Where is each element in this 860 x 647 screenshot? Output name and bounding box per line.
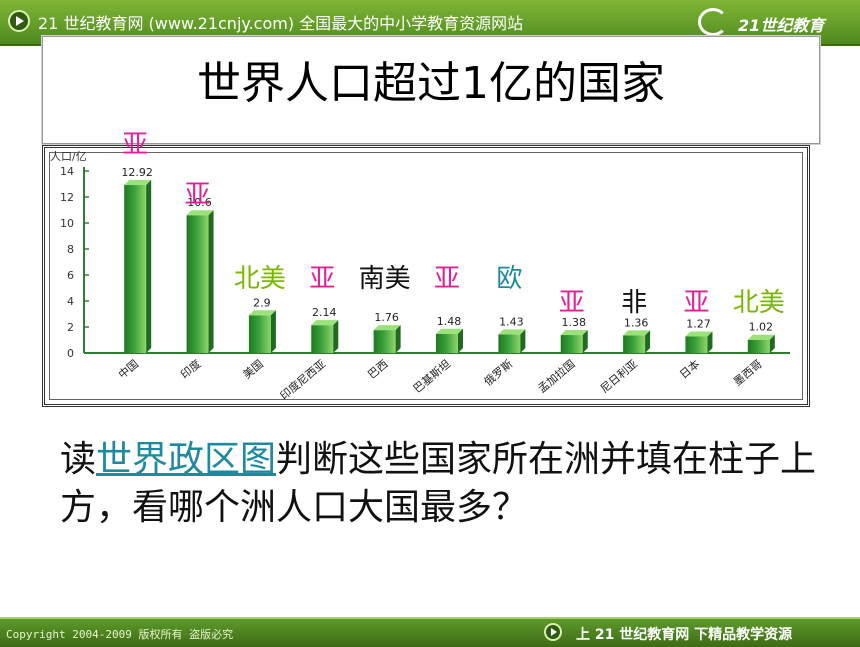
y-tick-label: 6 xyxy=(67,269,74,282)
bar-value-label: 1.36 xyxy=(624,316,649,329)
bar-side xyxy=(707,331,713,353)
bar-value-label: 1.38 xyxy=(561,316,586,329)
y-tick-label: 8 xyxy=(67,243,74,256)
bar-top xyxy=(373,325,401,331)
bar xyxy=(124,185,147,353)
y-tick-label: 14 xyxy=(60,165,74,178)
x-category-label: 印度尼西亚 xyxy=(277,357,328,403)
x-category-label: 巴西 xyxy=(365,357,390,381)
x-category-label: 墨西哥 xyxy=(731,357,765,388)
bar-top xyxy=(685,331,713,337)
x-category-label: 日本 xyxy=(677,357,703,382)
bar-value-label: 12.92 xyxy=(121,166,153,179)
bar-value-label: 1.27 xyxy=(686,317,711,330)
bar xyxy=(373,330,396,353)
chart-frame xyxy=(42,145,810,407)
title-box: 世界人口超过1亿的国家 xyxy=(42,36,820,144)
bar-top xyxy=(124,180,152,186)
continent-annotation: 亚 xyxy=(434,264,461,294)
logo-swirl-icon xyxy=(698,8,728,36)
bar-value-label: 1.76 xyxy=(374,311,399,324)
bar-value-label: 10.6 xyxy=(187,196,212,209)
question-text: 读世界政区图判断这些国家所在洲并填在柱子上方，看哪个洲人口大国最多？ xyxy=(60,436,820,532)
continent-annotation: 亚 xyxy=(184,180,211,210)
footer-slogan[interactable]: 上 21 世纪教育网 下精品教学资源 xyxy=(576,627,793,643)
x-category-label: 中国 xyxy=(116,357,141,381)
x-category-label: 孟加拉国 xyxy=(535,357,578,396)
bar-top xyxy=(186,210,214,216)
bar-side xyxy=(333,320,339,353)
continent-annotation: 亚 xyxy=(122,130,149,160)
bar-value-label: 2.14 xyxy=(312,306,337,319)
y-tick-label: 12 xyxy=(60,191,74,204)
play-icon[interactable] xyxy=(8,10,30,32)
continent-annotation: 亚 xyxy=(683,288,710,318)
bar xyxy=(560,335,583,353)
x-category-label: 印度 xyxy=(178,357,204,382)
world-map-link[interactable]: 世界政区图 xyxy=(96,439,277,480)
x-category-label: 尼日利亚 xyxy=(598,357,640,395)
bar xyxy=(685,336,708,353)
x-category-label: 巴基斯坦 xyxy=(410,357,453,396)
slide-title: 世界人口超过1亿的国家 xyxy=(197,58,665,109)
bar-top xyxy=(311,320,339,326)
bar-value-label: 1.48 xyxy=(437,315,462,328)
logo-text: 21世纪教育 xyxy=(738,16,825,35)
bar-top xyxy=(623,330,651,336)
bar xyxy=(186,215,209,353)
bar-side xyxy=(645,330,651,353)
bar xyxy=(311,325,334,353)
x-category-label: 俄罗斯 xyxy=(482,357,516,388)
bar-side xyxy=(769,334,775,353)
bar-value-label: 1.43 xyxy=(499,315,524,328)
bar-value-label: 1.02 xyxy=(749,321,774,334)
bar-top xyxy=(498,329,526,335)
continent-annotation: 亚 xyxy=(309,264,336,294)
continent-annotation: 北美 xyxy=(233,264,286,294)
bar xyxy=(436,333,458,353)
bar xyxy=(498,334,521,353)
y-tick-label: 0 xyxy=(67,347,74,360)
population-bar-chart: 人口/亿 0 2 4 6 8 10 12 14 12.92 中国 10.6 印度 2.9 美国 2.14 印度尼… xyxy=(50,150,790,403)
y-axis-label: 人口/亿 xyxy=(50,150,87,163)
site-logo[interactable]: 21世纪教育 xyxy=(694,6,854,40)
bar-side xyxy=(520,329,526,353)
continent-annotation: 欧 xyxy=(496,264,523,294)
bar-side xyxy=(458,328,463,353)
bar-side xyxy=(146,180,152,353)
continent-annotation: 亚 xyxy=(558,288,585,318)
bar xyxy=(248,315,271,353)
bar xyxy=(623,335,646,353)
y-tick-label: 10 xyxy=(60,217,74,230)
question-prefix: 读 xyxy=(60,439,97,480)
bar-side xyxy=(582,330,588,353)
continent-annotation: 南美 xyxy=(358,264,411,294)
footer-bar: Copyright 2004-2009 版权所有 盗版必究 上 21 世纪教育网… xyxy=(0,617,860,647)
question-suffix: 判断这些国家所在洲并填在柱子上方，看哪个洲人口大国最多？ xyxy=(60,439,817,528)
footer-copyright: Copyright 2004-2009 版权所有 盗版必究 xyxy=(6,628,234,641)
bar-top xyxy=(560,330,588,336)
continent-annotation: 北美 xyxy=(732,288,785,318)
bar-side xyxy=(270,310,276,353)
continent-annotation: 非 xyxy=(621,288,648,318)
chart-inner-border xyxy=(49,152,803,400)
footer-play-icon[interactable] xyxy=(544,623,562,641)
bar-side xyxy=(208,210,214,353)
bar xyxy=(747,339,770,353)
bar-side xyxy=(395,325,401,353)
bar-top xyxy=(747,334,775,340)
x-category-label: 美国 xyxy=(241,357,266,381)
bar-top xyxy=(248,310,276,316)
y-tick-label: 4 xyxy=(67,295,74,308)
bar-top xyxy=(436,328,463,334)
y-tick-label: 2 xyxy=(67,321,74,334)
header-site-text: 21 世纪教育网 (www.21cnjy.com) 全国最大的中小学教育资源网站 xyxy=(38,14,524,33)
bar-value-label: 2.9 xyxy=(253,296,271,309)
